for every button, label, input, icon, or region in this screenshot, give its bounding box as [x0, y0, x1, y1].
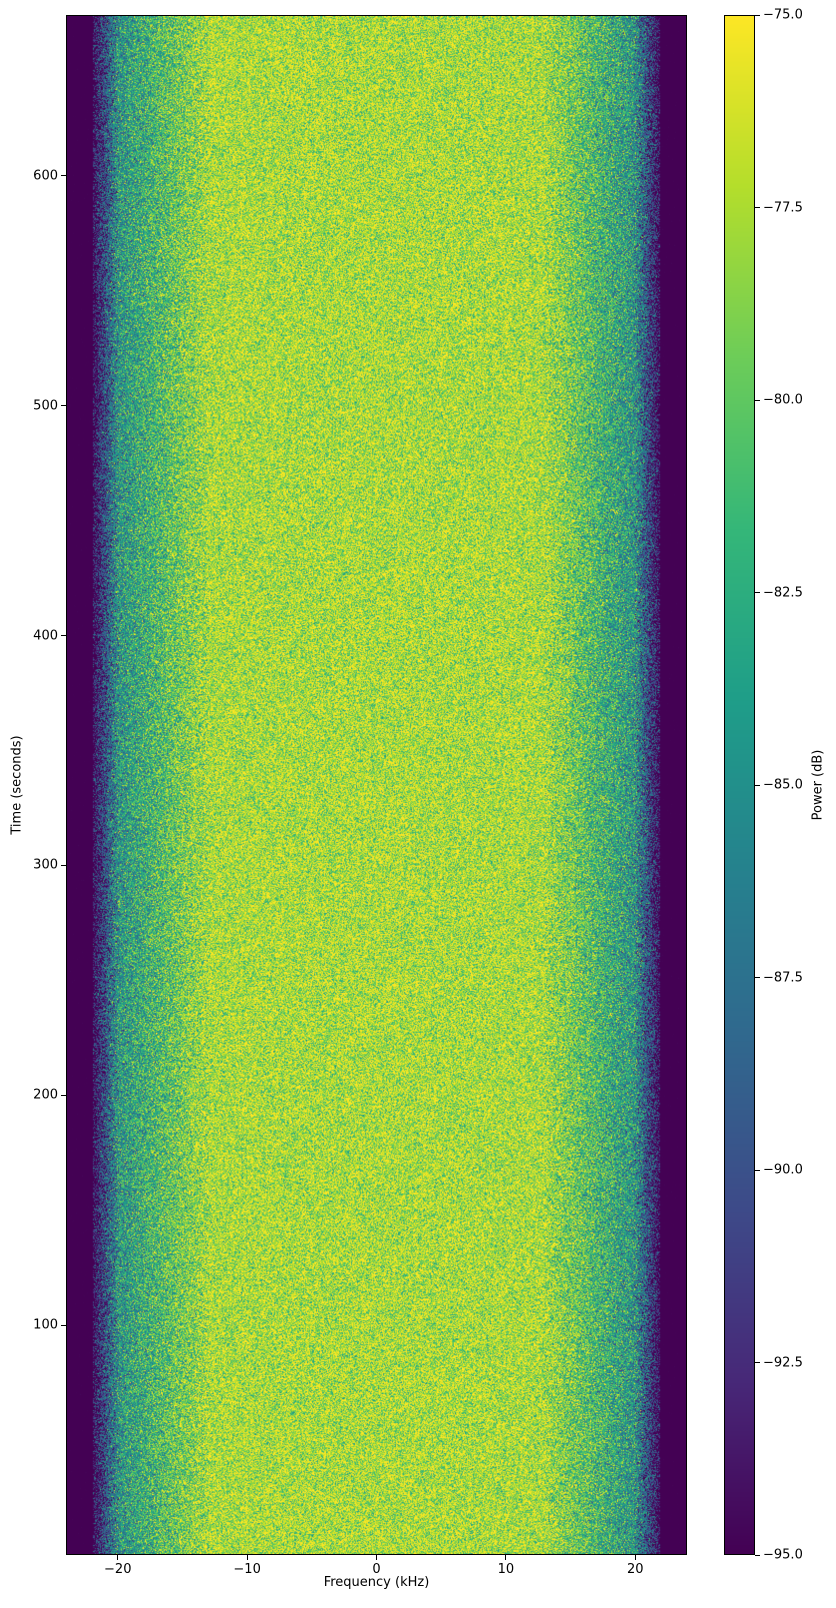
x-tick-label: 0: [372, 1563, 380, 1576]
x-tick: [117, 1555, 118, 1560]
colorbar-tick-label: −80.0: [763, 394, 803, 407]
colorbar-tick-label: −92.5: [763, 1356, 803, 1369]
colorbar-tick-label: −77.5: [763, 201, 803, 214]
y-tick: [61, 635, 66, 636]
x-tick: [505, 1555, 506, 1560]
spectrogram-heatmap: [67, 16, 686, 1554]
colorbar-tick: [755, 207, 760, 208]
colorbar-tick: [755, 400, 760, 401]
colorbar-label: Power (dB): [811, 750, 826, 821]
colorbar-tick: [755, 977, 760, 978]
y-tick: [61, 865, 66, 866]
y-tick: [61, 405, 66, 406]
x-tick: [376, 1555, 377, 1560]
x-tick: [247, 1555, 248, 1560]
y-tick-label: 600: [33, 169, 58, 182]
colorbar-tick: [755, 1555, 760, 1556]
colorbar-tick: [755, 1362, 760, 1363]
x-axis-label: Frequency (kHz): [66, 1575, 687, 1590]
colorbar-tick: [755, 15, 760, 16]
y-axis-label: Time (seconds): [10, 735, 25, 834]
colorbar-tick: [755, 592, 760, 593]
colorbar-tick-label: −75.0: [763, 9, 803, 22]
colorbar-tick: [755, 1170, 760, 1171]
colorbar-tick-label: −82.5: [763, 586, 803, 599]
colorbar-gradient: [725, 16, 754, 1554]
x-tick-label: −20: [104, 1563, 131, 1576]
colorbar: [724, 15, 755, 1555]
x-tick: [635, 1555, 636, 1560]
y-tick-label: 200: [33, 1089, 58, 1102]
spectrogram-plot-area: [66, 15, 687, 1555]
colorbar-tick-label: −90.0: [763, 1164, 803, 1177]
y-tick-label: 300: [33, 859, 58, 872]
y-tick: [61, 1325, 66, 1326]
x-tick-label: 20: [627, 1563, 644, 1576]
y-tick-label: 500: [33, 399, 58, 412]
colorbar-tick-label: −85.0: [763, 779, 803, 792]
x-tick-label: 10: [498, 1563, 515, 1576]
y-tick: [61, 175, 66, 176]
colorbar-tick-label: −95.0: [763, 1549, 803, 1562]
y-tick-label: 400: [33, 629, 58, 642]
y-tick: [61, 1095, 66, 1096]
colorbar-tick: [755, 785, 760, 786]
x-tick-label: −10: [233, 1563, 260, 1576]
colorbar-tick-label: −87.5: [763, 971, 803, 984]
y-tick-label: 100: [33, 1319, 58, 1332]
